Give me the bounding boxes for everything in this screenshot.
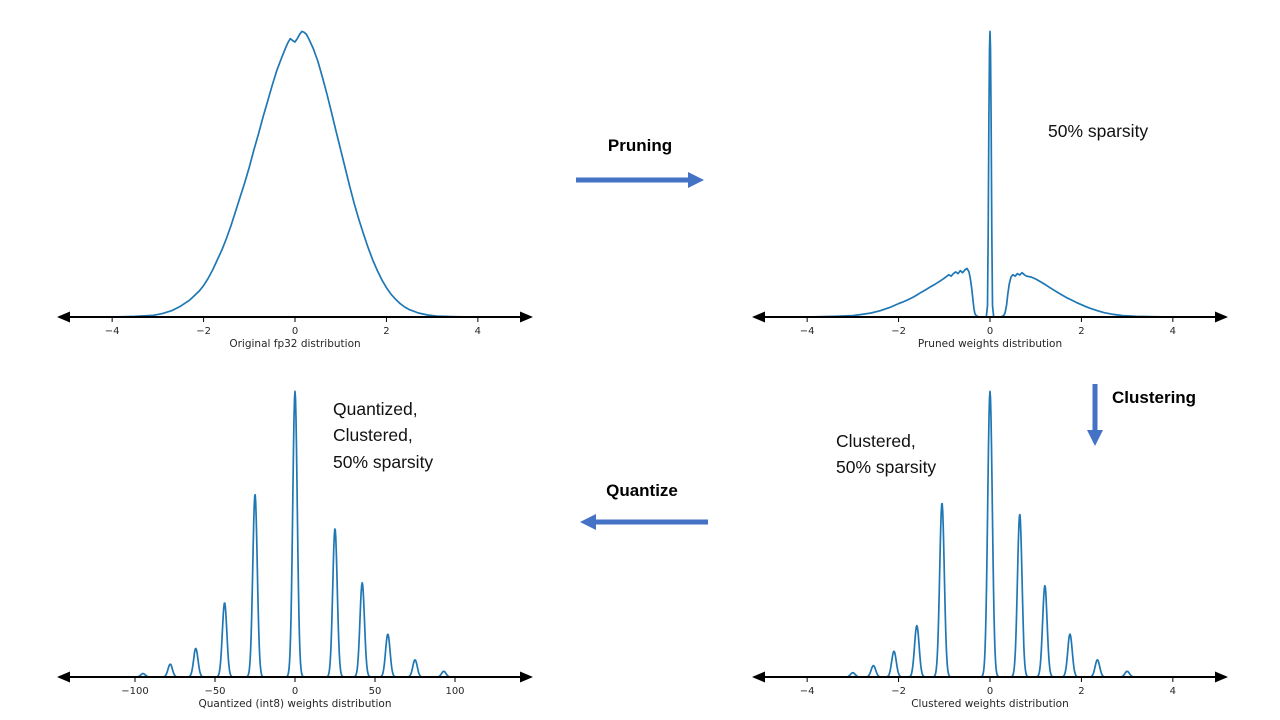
annotation-line: Clustered, <box>333 425 413 446</box>
svg-text:50: 50 <box>369 686 382 697</box>
svg-text:0: 0 <box>987 686 993 697</box>
annotation-line: Clustered, <box>836 431 916 451</box>
annotation-line: Quantized, <box>333 399 418 419</box>
svg-text:−2: −2 <box>196 326 211 337</box>
clustering-arrow-down-icon <box>1087 384 1103 446</box>
plot-clustered-weights-distribution: −4 −2 0 2 4 Clustered weights distribution <box>752 390 1228 709</box>
svg-text:0: 0 <box>292 686 298 697</box>
chart-pruned-weights: −4 −2 0 2 4 Pruned weights distribution <box>750 14 1230 349</box>
svg-text:−4: −4 <box>800 326 815 337</box>
svg-text:−50: −50 <box>204 686 225 697</box>
svg-text:2: 2 <box>1078 686 1084 697</box>
svg-text:Pruned weights distribution: Pruned weights distribution <box>918 338 1062 349</box>
quantize-step-label: Quantize <box>606 481 678 500</box>
svg-text:100: 100 <box>445 686 464 697</box>
chart-quantized-int8-weights: −100 −50 0 50 100 Quantized (int8) weights di… <box>55 374 535 709</box>
annotation-clustered-sparsity: Clustered, 50% sparsity <box>836 428 936 481</box>
svg-text:Original fp32 distribution: Original fp32 distribution <box>229 338 360 349</box>
svg-text:4: 4 <box>1170 686 1176 697</box>
plot-pruned-weights-distribution: −4 −2 0 2 4 Pruned weights distribution <box>752 30 1228 349</box>
svg-text:4: 4 <box>1170 326 1176 337</box>
svg-text:−2: −2 <box>891 326 906 337</box>
svg-text:0: 0 <box>987 326 993 337</box>
pruning-step-label: Pruning <box>607 136 673 155</box>
clustering-step-label: Clustering <box>1112 388 1197 407</box>
svg-text:−100: −100 <box>121 686 148 697</box>
chart-original-fp32: −4 −2 0 2 4 Original fp32 distribution <box>55 14 535 349</box>
annotation-pruned-sparsity: 50% sparsity <box>1048 118 1148 144</box>
annotation-quantized-sparsity: Quantized, Clustered, 50% sparsity <box>333 396 433 475</box>
chart-clustered-weights: −4 −2 0 2 4 Clustered weights distribution <box>750 374 1230 709</box>
pruning-arrow-right-icon <box>576 172 704 188</box>
annotation-line: 50% sparsity <box>333 451 434 472</box>
plot-original-fp32-distribution: −4 −2 0 2 4 Original fp32 distribution <box>57 30 533 349</box>
svg-text:2: 2 <box>1078 326 1084 337</box>
svg-text:Quantized (int8) weights distr: Quantized (int8) weights distribution <box>199 698 392 709</box>
svg-text:4: 4 <box>475 326 481 337</box>
quantize-arrow-left-icon <box>580 514 708 530</box>
svg-text:−4: −4 <box>105 326 120 337</box>
annotation-line: 50% sparsity <box>1048 121 1149 141</box>
svg-text:−4: −4 <box>800 686 815 697</box>
annotation-line: 50% sparsity <box>836 457 937 478</box>
plot-quantized-int8-weights-distribution: −100 −50 0 50 100 Quantized (int8) weights di… <box>57 390 533 709</box>
svg-text:0: 0 <box>292 326 298 337</box>
svg-text:2: 2 <box>383 326 389 337</box>
svg-text:−2: −2 <box>891 686 906 697</box>
svg-text:Clustered weights distribution: Clustered weights distribution <box>911 698 1069 709</box>
